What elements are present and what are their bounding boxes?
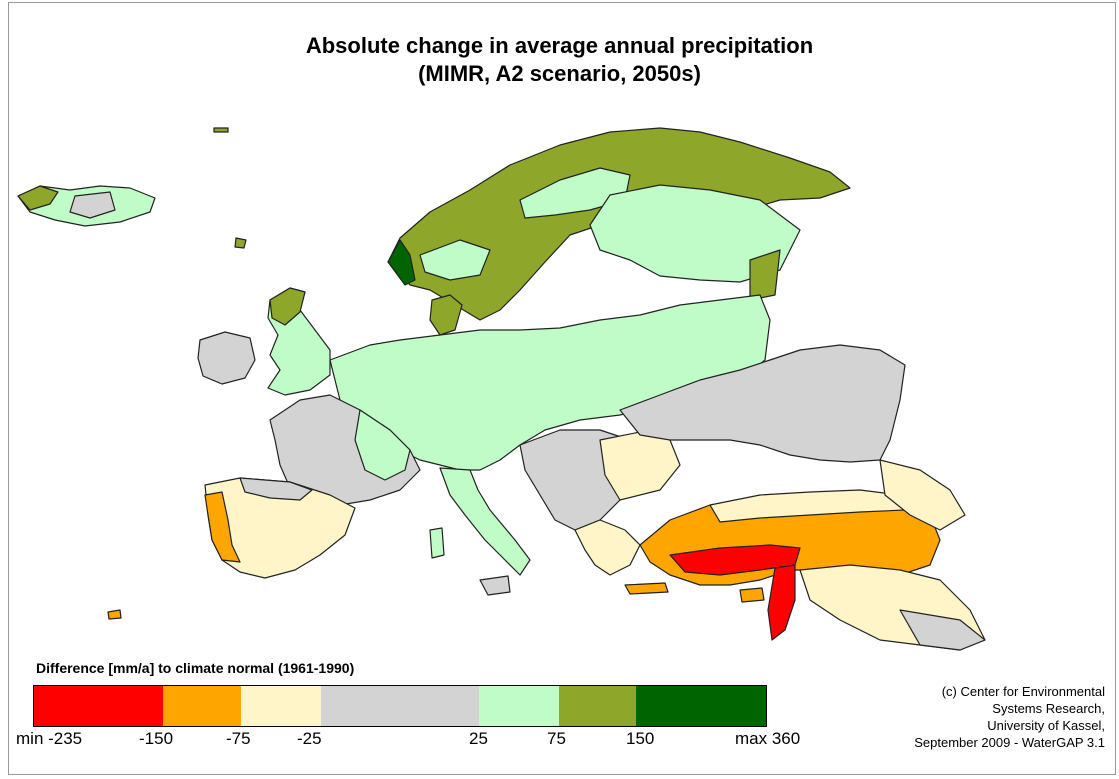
region-eastern-europe [619, 344, 906, 463]
region-karelia [749, 249, 781, 301]
legend-tick-150: 150 [626, 729, 655, 748]
region-mesopotamia-east [899, 609, 986, 651]
credit-line-1: (c) Center for Environmental [941, 684, 1105, 699]
region-faroe [234, 237, 247, 249]
legend-tick-25: 25 [469, 729, 488, 748]
credit-block: (c) Center for Environmental Systems Res… [914, 683, 1105, 751]
legend-swatch-1 [34, 686, 163, 726]
title-line-2: (MIMR, A2 scenario, 2050s) [418, 61, 701, 86]
legend-tick-min: min -235 [16, 729, 83, 748]
legend-swatch-7 [636, 686, 766, 726]
legend-tick-75: 75 [547, 729, 566, 748]
legend-swatch-6 [559, 686, 636, 726]
credit-line-2: Systems Research, [992, 701, 1105, 716]
region-sicily [479, 575, 511, 596]
region-italy [439, 467, 531, 576]
region-sardinia [429, 527, 445, 559]
region-crete [624, 582, 669, 595]
region-france-east [354, 409, 411, 481]
legend-swatch-2 [163, 686, 241, 726]
legend-title: Difference [mm/a] to climate normal (196… [36, 660, 355, 676]
region-svalbard-tip [213, 127, 229, 133]
region-denmark [429, 294, 463, 336]
region-portugal [204, 491, 241, 563]
title-line-1: Absolute change in average annual precip… [305, 33, 814, 58]
region-ireland [197, 331, 256, 385]
legend-color-bar [33, 685, 767, 727]
map-title: Absolute change in average annual precip… [0, 32, 1119, 88]
legend-tick-n150: -150 [139, 729, 174, 748]
region-levant [767, 564, 796, 641]
region-canary-islands [107, 609, 122, 620]
region-caucasus [879, 459, 966, 531]
legend-swatch-3 [241, 686, 321, 726]
legend-swatch-5 [479, 686, 559, 726]
region-iceland-west [17, 185, 59, 211]
region-sweden-south [419, 239, 491, 281]
legend-swatch-4 [321, 686, 479, 726]
region-iberia-north [239, 477, 313, 501]
region-cyprus [739, 587, 765, 603]
credit-line-3: University of Kassel, [987, 718, 1105, 733]
credit-line-4: September 2009 - WaterGAP 3.1 [914, 735, 1105, 750]
region-finland [589, 184, 801, 283]
region-norway-coast [387, 239, 416, 286]
region-greece [574, 519, 641, 576]
region-iceland-center [69, 191, 116, 219]
region-scandinavia [387, 127, 851, 321]
map-frame [8, 2, 1116, 775]
region-scotland [269, 287, 306, 326]
legend-tick-n75: -75 [226, 729, 251, 748]
legend-tick-max: max 360 [735, 729, 801, 748]
legend-tick-n25: -25 [297, 729, 322, 748]
